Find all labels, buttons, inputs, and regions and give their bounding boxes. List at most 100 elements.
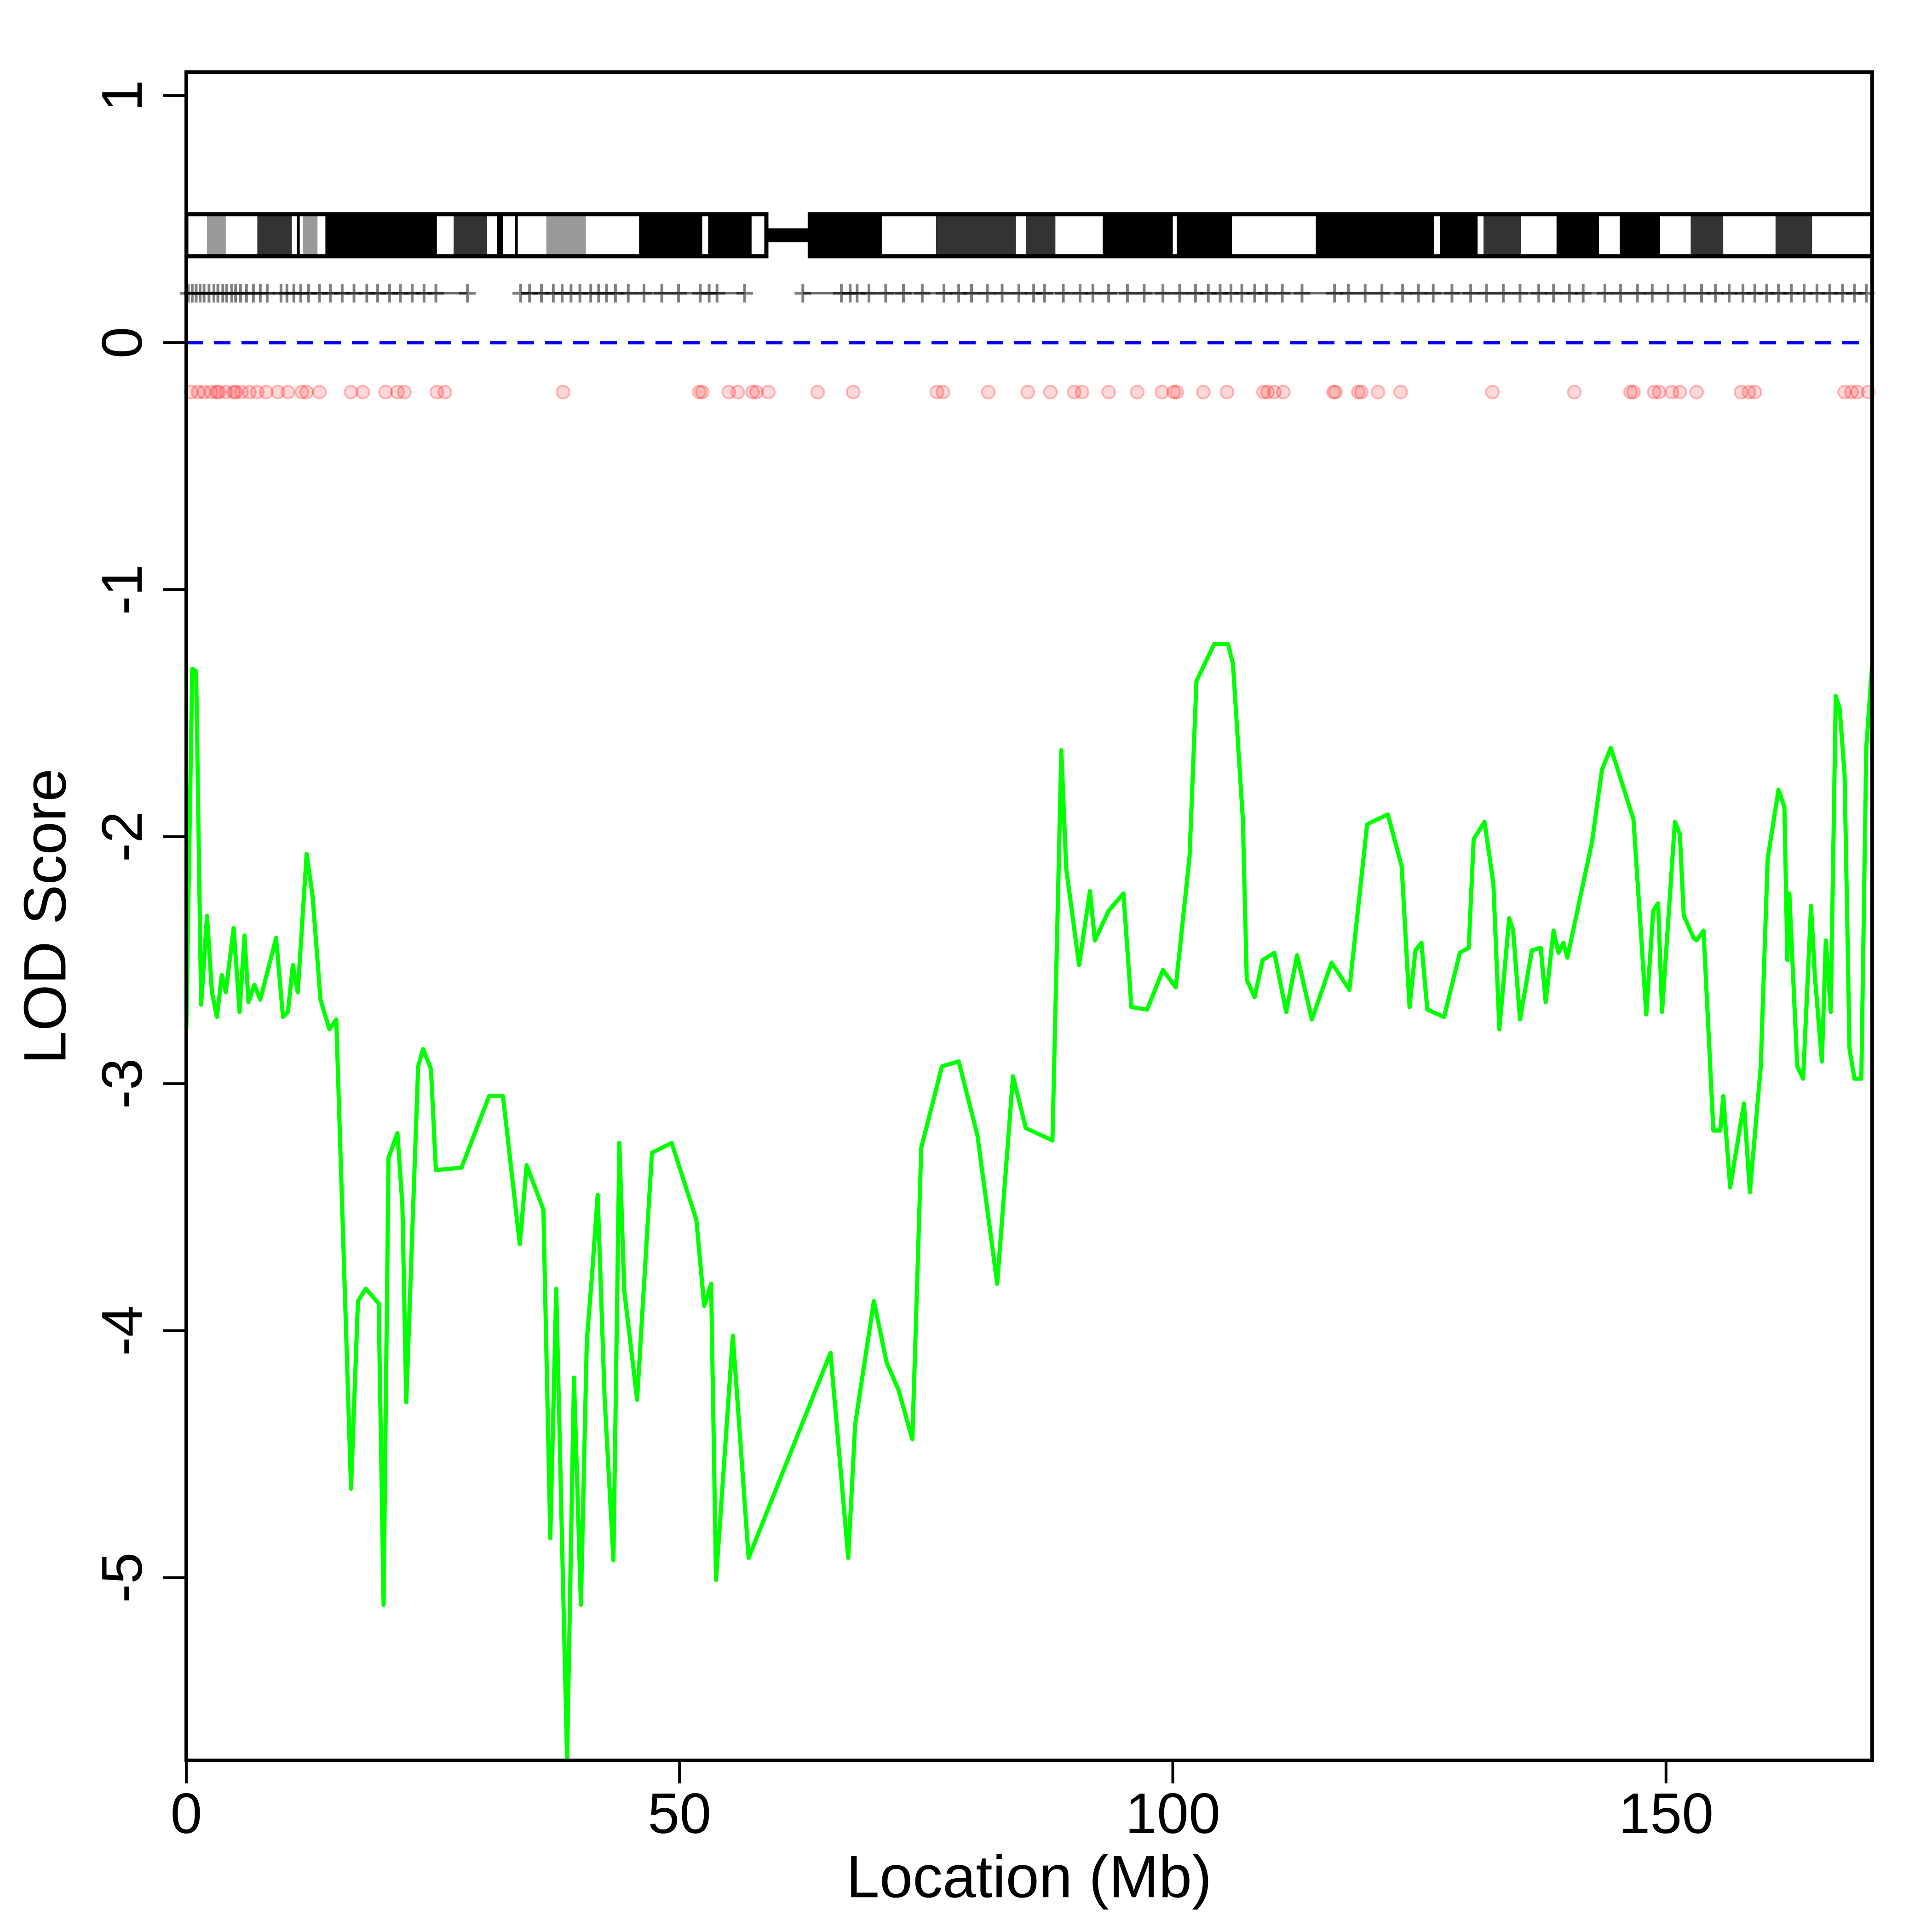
density-dot: [1689, 385, 1704, 400]
density-dot: [1219, 385, 1235, 400]
density-dot: [1844, 385, 1859, 400]
density-dot: [355, 385, 370, 400]
lod-line: [186, 642, 1872, 1760]
density-dot: [437, 385, 452, 400]
ideogram-band: [1025, 214, 1056, 257]
density-dot: [695, 385, 710, 400]
x-axis-title: Location (Mb): [846, 1843, 1212, 1910]
y-tick-label: -5: [91, 1552, 154, 1603]
ideogram-band: [1556, 214, 1599, 257]
y-tick-label: -4: [91, 1305, 154, 1356]
ideogram-band: [515, 214, 518, 257]
density-dot: [397, 385, 412, 400]
density-dot: [294, 385, 309, 400]
density-dot: [299, 385, 314, 400]
density-dot: [1196, 385, 1211, 400]
density-dot: [429, 385, 444, 400]
marker: [736, 284, 753, 303]
ideogram-band: [303, 214, 318, 257]
density-dot: [1850, 385, 1865, 400]
density-dot: [692, 385, 707, 400]
density-dot: [1166, 385, 1181, 400]
density-dot: [1837, 385, 1852, 400]
density-dot: [810, 385, 825, 400]
density-dot: [1354, 385, 1369, 400]
density-dot: [845, 385, 861, 400]
density-dot: [234, 385, 249, 400]
y-tick-label: 1: [91, 80, 154, 112]
density-dot: [270, 385, 286, 400]
ideogram-band: [207, 214, 226, 257]
density-dot: [1485, 385, 1500, 400]
density-dot: [1747, 385, 1762, 400]
density-dot: [1626, 385, 1641, 400]
x-tick-label: 150: [1618, 1782, 1714, 1846]
density-dot: [1393, 385, 1408, 400]
density-dot: [1328, 385, 1343, 400]
ideogram-band: [639, 214, 702, 257]
ideogram-band: [497, 214, 503, 257]
ideogram-band: [1103, 214, 1173, 257]
y-tick-label: -3: [91, 1058, 154, 1109]
density-dot: [1267, 385, 1282, 400]
density-dot: [312, 385, 327, 400]
density-dot: [1260, 385, 1275, 400]
density-dot: [1043, 385, 1058, 400]
density-dot: [1351, 385, 1366, 400]
density-dot: [1256, 385, 1271, 400]
ideogram-band: [1316, 214, 1434, 257]
ideogram-band: [325, 214, 437, 257]
density-dot: [344, 385, 359, 400]
ideogram-band: [708, 214, 752, 257]
ideogram-band: [1775, 214, 1812, 257]
y-axis-title: LOD Score: [11, 768, 78, 1064]
density-dot: [1672, 385, 1687, 400]
density-dot: [211, 385, 226, 400]
density-dot: [1154, 385, 1169, 400]
density-dot: [1020, 385, 1035, 400]
density-dot: [1567, 385, 1582, 400]
density-dot: [981, 385, 996, 400]
ideogram-band: [936, 214, 1016, 257]
density-dot: [721, 385, 736, 400]
x-tick-label: 50: [648, 1782, 711, 1846]
density-dot: [203, 385, 218, 400]
ideogram-band: [546, 214, 586, 257]
density-dot: [730, 385, 745, 400]
density-dot: [1067, 385, 1082, 400]
density-dot: [390, 385, 405, 400]
ideogram-band: [1440, 214, 1478, 257]
ideogram-band: [1620, 214, 1660, 257]
density-dot: [761, 385, 776, 400]
density-dot: [1326, 385, 1341, 400]
density-dot: [1651, 385, 1667, 400]
density-dot: [929, 385, 944, 400]
density-dot: [1169, 385, 1184, 400]
ideogram-band: [257, 214, 292, 257]
marker: [459, 284, 476, 303]
ideogram-arm: [186, 212, 769, 259]
density-dot: [1075, 385, 1090, 400]
density-dot: [1623, 385, 1638, 400]
density-dot: [226, 385, 241, 400]
ideogram-band: [297, 214, 300, 257]
y-tick-label: -2: [91, 811, 154, 862]
x-tick-label: 0: [171, 1782, 202, 1846]
density-dot: [1276, 385, 1291, 400]
ideogram-band: [1484, 214, 1521, 257]
density-dot: [1733, 385, 1748, 400]
density-dot: [749, 385, 764, 400]
density-dot: [250, 385, 265, 400]
density-dot: [1370, 385, 1386, 400]
density-dot: [209, 385, 224, 400]
density-dot: [556, 385, 571, 400]
y-tick-label: -1: [91, 564, 154, 615]
ideogram-band: [1177, 214, 1232, 257]
density-dot: [1664, 385, 1679, 400]
plot-frame: [184, 70, 1874, 1762]
x-tick-label: 100: [1125, 1782, 1220, 1846]
density-dot: [259, 385, 274, 400]
density-dot: [228, 385, 243, 400]
